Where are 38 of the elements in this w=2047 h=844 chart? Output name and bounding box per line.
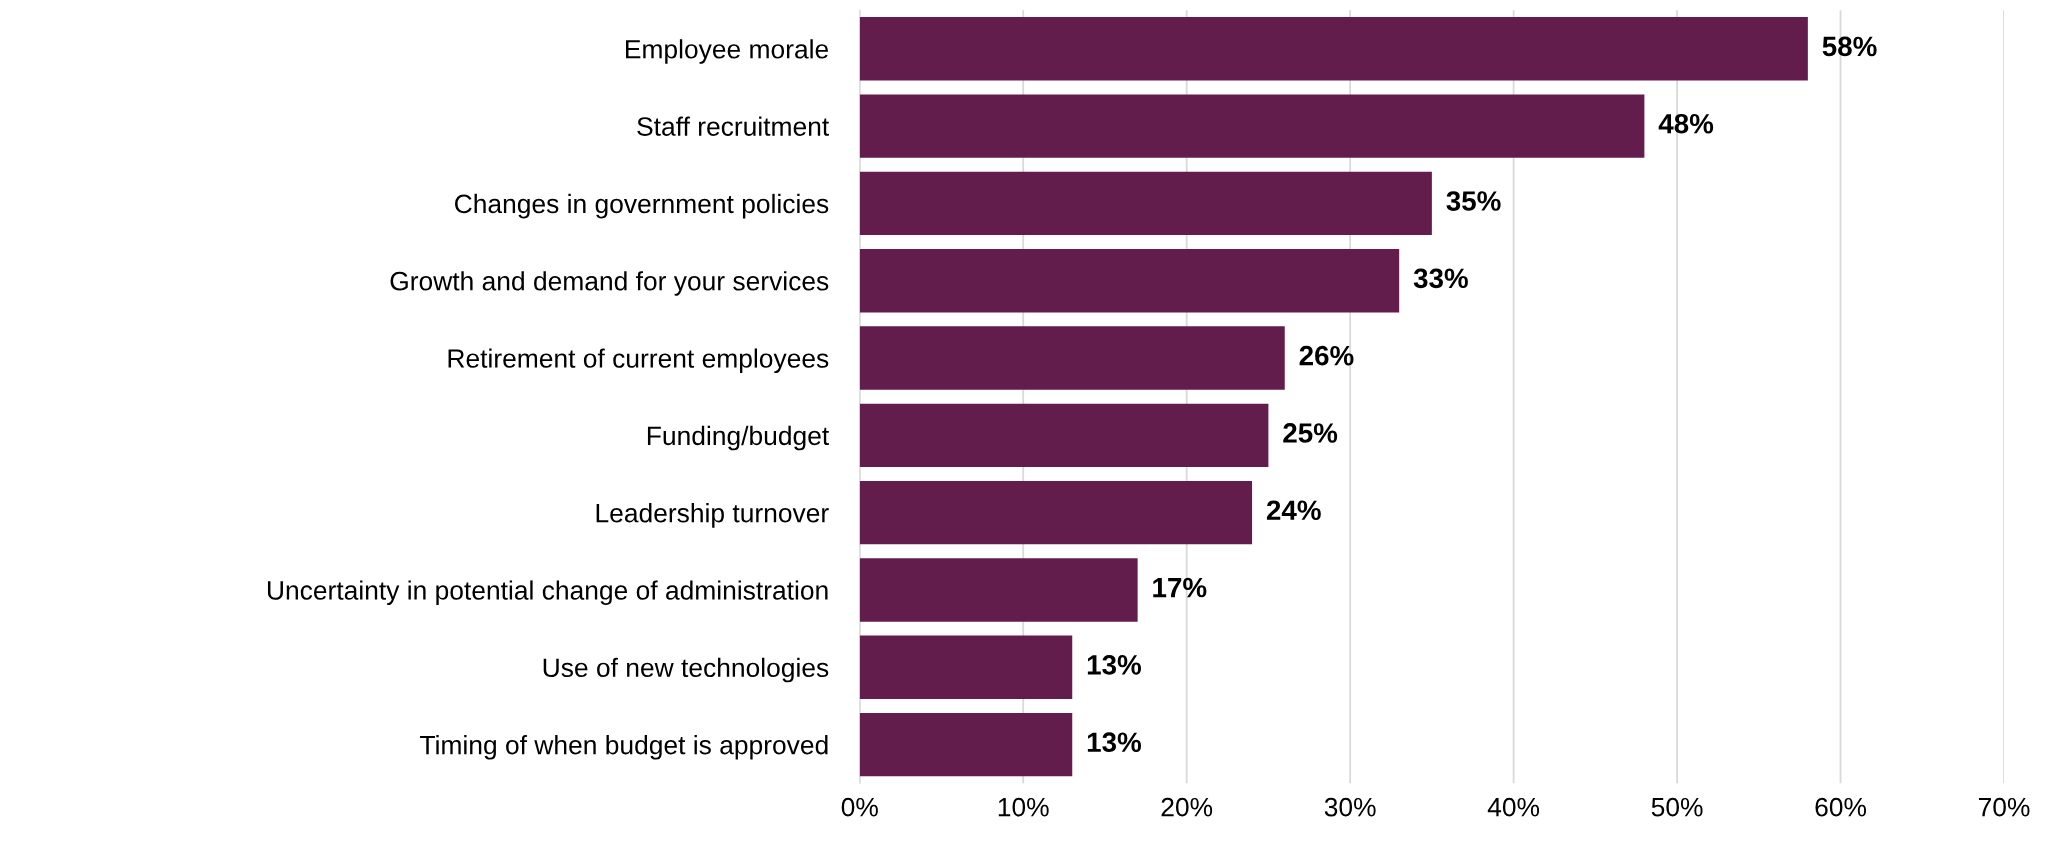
x-tick-label: 0% bbox=[841, 797, 878, 817]
x-tick-label: 40% bbox=[1487, 797, 1540, 817]
bar bbox=[859, 712, 1073, 777]
bar bbox=[859, 558, 1138, 622]
data-label: 26% bbox=[1299, 345, 1354, 366]
data-label: 25% bbox=[1283, 423, 1338, 443]
bar bbox=[859, 326, 1285, 390]
x-tick-label: 70% bbox=[1978, 797, 2030, 817]
data-label: 35% bbox=[1446, 191, 1501, 211]
y-tick-label: Funding/budget bbox=[647, 425, 830, 451]
data-label: 24% bbox=[1266, 500, 1321, 521]
x-tick-label: 30% bbox=[1324, 797, 1376, 817]
y-tick-label: Changes in government policies bbox=[455, 193, 829, 219]
bar bbox=[859, 403, 1269, 468]
data-label: 17% bbox=[1153, 577, 1207, 598]
data-label: 33% bbox=[1413, 268, 1468, 289]
data-label: 13% bbox=[1087, 655, 1141, 675]
y-tick-label: Growth and demand for your services bbox=[390, 271, 829, 296]
y-tick-label: Leadership turnover bbox=[596, 503, 829, 528]
bar bbox=[859, 17, 1808, 81]
bar bbox=[859, 171, 1432, 236]
bar bbox=[859, 635, 1073, 699]
y-tick-label: Uncertainty in potential change of administration bbox=[267, 580, 828, 605]
data-label: 13% bbox=[1087, 732, 1141, 753]
y-tick-label: Timing of when budget is approved bbox=[420, 735, 828, 760]
y-tick-label: Employee morale bbox=[626, 39, 829, 64]
data-label: 48% bbox=[1658, 113, 1714, 134]
y-tick-label: Staff recruitment bbox=[637, 116, 829, 136]
x-tick-label: 50% bbox=[1651, 797, 1703, 817]
x-tick-label: 20% bbox=[1161, 797, 1213, 817]
bar bbox=[859, 249, 1400, 313]
bar bbox=[859, 480, 1253, 545]
x-tick-label: 60% bbox=[1815, 797, 1867, 817]
y-tick-label: Retirement of current employees bbox=[448, 348, 829, 374]
data-label: 58% bbox=[1822, 36, 1877, 57]
bar bbox=[859, 94, 1645, 158]
y-tick-label: Use of new technologies bbox=[543, 657, 829, 683]
x-tick-label: 10% bbox=[998, 797, 1049, 817]
